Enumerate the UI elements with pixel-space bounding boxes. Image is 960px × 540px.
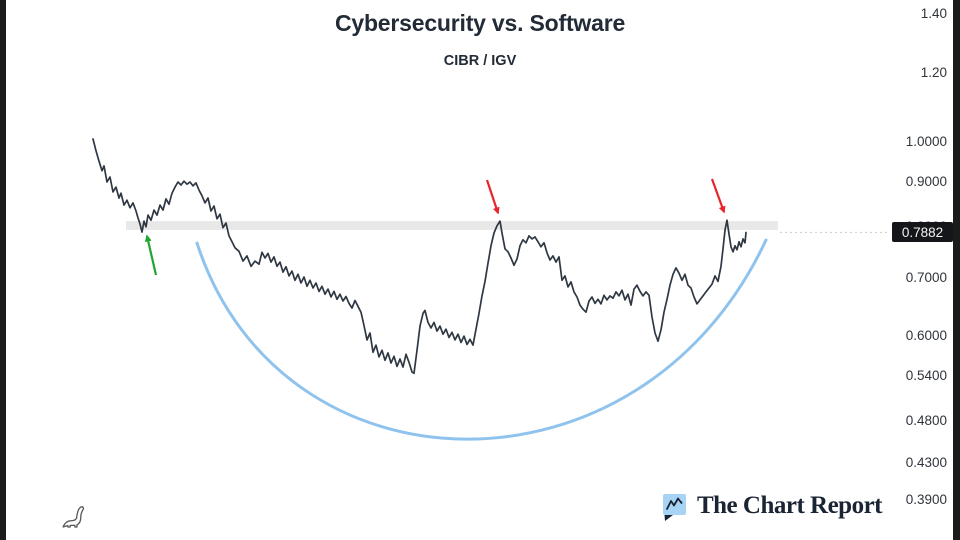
left-letterbox-bar	[0, 0, 6, 540]
y-axis-tick-0.4800: 0.4800	[905, 413, 947, 428]
chart-report-icon	[662, 494, 686, 521]
red-down-arrow-1	[485, 179, 500, 215]
chart-report-wordmark: The Chart Report	[696, 492, 883, 519]
rounding-bottom-arc	[195, 238, 768, 441]
y-axis-tick-1.40: 1.40	[920, 6, 947, 21]
chart-title: Cybersecurity vs. Software	[334, 10, 626, 36]
right-letterbox-bar	[953, 0, 960, 540]
y-axis-tick-0.5400: 0.5400	[905, 368, 947, 383]
chart-subtitle: CIBR / IGV	[443, 53, 517, 69]
dinosaur-icon	[62, 506, 85, 528]
last-price-label: 0.7882	[892, 222, 953, 242]
y-axis-tick-0.4300: 0.4300	[905, 455, 947, 470]
y-axis-tick-1.0000: 1.0000	[905, 134, 947, 149]
green-up-arrow	[144, 234, 158, 276]
chart-report-logo: The Chart Report	[662, 492, 883, 523]
y-axis-tick-0.6000: 0.6000	[905, 328, 947, 343]
price-line	[92, 138, 747, 375]
y-axis-tick-0.3900: 0.3900	[905, 492, 947, 507]
y-axis-tick-0.7000: 0.7000	[905, 270, 947, 285]
resistance-zone	[126, 221, 778, 230]
y-axis-tick-0.9000: 0.9000	[905, 174, 947, 189]
y-axis-tick-1.20: 1.20	[920, 65, 947, 80]
red-down-arrow-2	[710, 178, 726, 214]
y-axis: 1.401.201.00000.90000.80000.70000.60000.…	[867, 0, 947, 540]
